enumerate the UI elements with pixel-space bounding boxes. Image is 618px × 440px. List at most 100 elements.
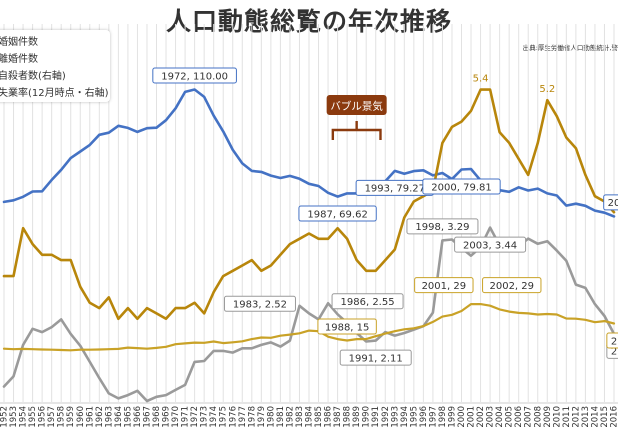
data-label-divorces-2001-14: 2001, 29 [422, 281, 467, 292]
x-tick-label-1991: 1991 [371, 406, 381, 428]
data-point-divorces-1998 [441, 315, 444, 318]
x-tick-label-1969: 1969 [162, 406, 172, 428]
data-point-unemployment-1976 [231, 269, 234, 272]
data-point-marriages-2010 [555, 194, 558, 197]
data-point-unemployment-1967 [146, 307, 148, 310]
data-point-suicides-2014 [594, 303, 596, 305]
data-point-marriages-1978 [250, 169, 253, 172]
data-point-divorces-1957 [50, 348, 53, 351]
data-point-unemployment-1981 [279, 253, 282, 256]
x-tick-label-2009: 2009 [543, 406, 553, 428]
data-point-suicides-1952 [3, 385, 5, 388]
data-point-marriages-2001 [470, 168, 472, 170]
data-point-divorces-2003 [489, 304, 491, 307]
data-point-divorces-1981 [279, 334, 282, 337]
data-point-marriages-1954 [22, 195, 24, 198]
x-tick-label-1955: 1955 [28, 406, 38, 428]
data-point-suicides-1953 [12, 375, 15, 378]
x-tick-label-1996: 1996 [419, 406, 429, 428]
data-label-unemployment-2002: 5.4 [473, 74, 489, 85]
data-point-divorces-1994 [403, 328, 406, 331]
data-point-divorces-1972 [193, 341, 196, 344]
data-point-unemployment-2012 [574, 147, 577, 150]
data-point-divorces-1978 [250, 338, 253, 341]
x-tick-label-1956: 1956 [38, 406, 48, 428]
data-point-divorces-1966 [136, 347, 139, 350]
bubble-annotation: バブル景気 [326, 95, 387, 140]
data-point-unemployment-1956 [41, 253, 44, 256]
data-point-marriages-2012 [574, 202, 577, 205]
data-point-unemployment-1999 [451, 125, 453, 128]
x-tick-label-1959: 1959 [66, 406, 76, 428]
data-point-divorces-1987 [336, 338, 339, 341]
x-tick-label-1962: 1962 [95, 406, 105, 428]
x-tick-label-1958: 1958 [57, 406, 67, 428]
x-tick-label-2011: 2011 [562, 406, 572, 428]
data-point-marriages-1977 [241, 162, 244, 165]
data-point-unemployment-1955 [31, 243, 34, 246]
x-tick-label-1987: 1987 [333, 406, 343, 428]
data-point-unemployment-2016 [613, 211, 615, 214]
data-point-divorces-2016 [613, 322, 615, 325]
data-label-marriages-2016-4: 20 [608, 198, 618, 209]
data-label-box-suicides-1986 [331, 293, 404, 310]
data-point-suicides-2011 [565, 259, 568, 262]
data-point-marriages-1971 [184, 90, 186, 93]
data-label-box-divorces-2016 [606, 332, 618, 349]
data-point-suicides-1976 [231, 351, 234, 354]
data-point-divorces-1986 [327, 335, 329, 338]
data-point-divorces-1984 [308, 329, 310, 332]
data-point-divorces-1995 [412, 327, 415, 330]
data-point-marriages-1986 [327, 191, 329, 194]
data-point-divorces-2000 [460, 310, 463, 312]
data-point-marriages-2011 [565, 204, 568, 207]
data-point-suicides-1979 [260, 344, 263, 346]
data-point-divorces-2002 [479, 303, 482, 306]
data-point-marriages-1995 [412, 170, 415, 173]
data-point-divorces-2006 [517, 311, 520, 314]
data-point-marriages-2000 [460, 168, 463, 171]
data-point-divorces-1980 [269, 336, 272, 339]
data-point-unemployment-2008 [536, 141, 539, 144]
data-point-unemployment-1985 [317, 237, 320, 240]
x-tick-label-2003: 2003 [486, 406, 496, 428]
data-point-unemployment-1952 [3, 275, 5, 278]
data-point-marriages-1958 [60, 168, 63, 171]
x-tick-label-1994: 1994 [400, 406, 410, 428]
data-point-suicides-1964 [117, 397, 120, 400]
x-tick-label-1971: 1971 [181, 406, 191, 428]
data-point-divorces-1970 [174, 343, 177, 346]
data-point-unemployment-1980 [269, 264, 272, 267]
chart-source: 出典:厚生労働省人口動態統計,警 [522, 44, 618, 52]
data-point-marriages-1967 [146, 127, 148, 130]
data-point-marriages-2013 [584, 204, 587, 207]
data-point-marriages-1980 [269, 174, 272, 177]
x-tick-label-1986: 1986 [324, 406, 334, 428]
x-tick-label-1952: 1952 [0, 406, 10, 428]
x-tick-label-2013: 2013 [581, 406, 591, 428]
x-tick-label-1968: 1968 [152, 406, 162, 428]
data-point-unemployment-1972 [193, 301, 196, 304]
data-label-marriages-1972-0: 1972, 110.00 [161, 71, 228, 82]
data-point-divorces-1975 [222, 342, 225, 345]
data-point-marriages-2007 [527, 189, 530, 192]
data-label-suicides-1998-8: 1998, 3.29 [415, 222, 469, 233]
x-tick-label-1995: 1995 [409, 406, 419, 428]
data-point-marriages-1952 [3, 200, 5, 203]
data-point-divorces-1955 [31, 348, 34, 351]
data-point-marriages-1988 [346, 192, 349, 195]
data-point-suicides-2012 [574, 283, 577, 286]
data-point-divorces-1988 [346, 339, 349, 342]
legend-item-marriages: 婚姻件数 [0, 37, 38, 48]
x-tick-label-2004: 2004 [495, 406, 505, 428]
data-point-marriages-1960 [79, 150, 82, 153]
data-point-unemployment-1965 [127, 307, 129, 310]
x-tick-label-1985: 1985 [314, 406, 324, 428]
data-point-unemployment-1973 [203, 312, 206, 315]
data-point-suicides-2010 [555, 249, 558, 252]
data-point-suicides-1983 [298, 304, 301, 307]
data-point-divorces-1962 [98, 348, 101, 351]
data-point-divorces-2005 [508, 310, 511, 313]
data-point-unemployment-1987 [336, 227, 339, 230]
data-point-suicides-1986 [327, 302, 329, 305]
